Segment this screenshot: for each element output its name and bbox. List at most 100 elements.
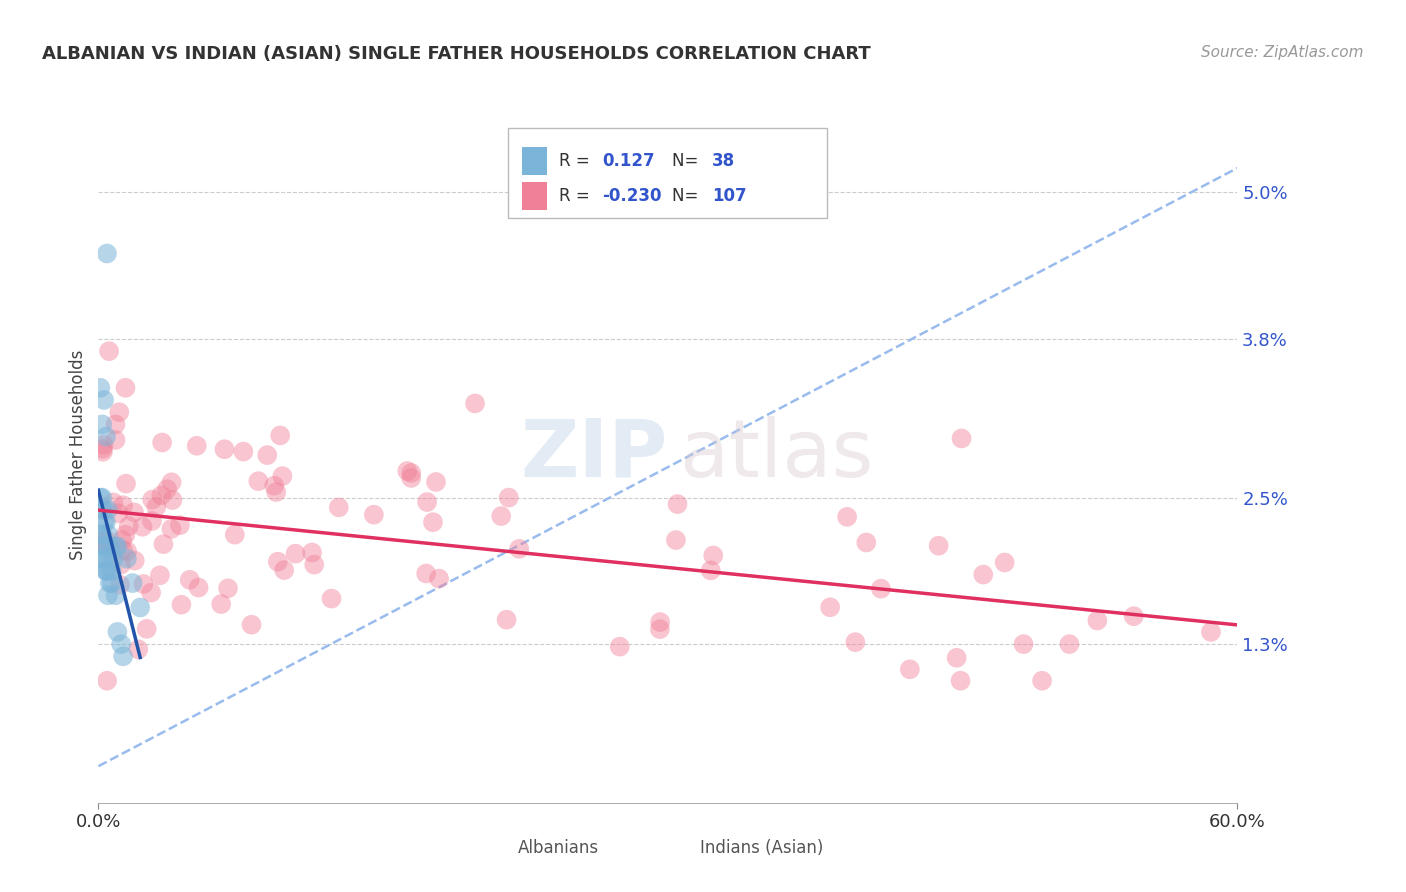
Point [93,515,115,529]
Point [269,428,291,442]
Point [124,554,146,568]
Point [111,533,134,547]
Point [96,533,118,548]
Point [464,396,486,410]
Point [91,417,114,432]
Point [415,566,437,581]
FancyBboxPatch shape [522,147,547,176]
Point [495,613,517,627]
Point [609,640,631,654]
Point [301,545,323,559]
Point [98,576,121,591]
Point [98,344,121,359]
Text: Source: ZipAtlas.com: Source: ZipAtlas.com [1201,45,1364,60]
Point [131,520,153,534]
Point [489,509,512,524]
Point [127,642,149,657]
Point [187,581,209,595]
Point [149,568,172,582]
Point [107,624,129,639]
Text: 38: 38 [713,153,735,170]
Point [152,537,174,551]
Point [91,527,114,541]
Point [972,567,994,582]
Point [950,432,973,446]
Point [217,582,239,596]
Point [141,514,163,528]
Text: 107: 107 [713,186,747,205]
Point [93,533,115,548]
Point [89,491,111,505]
Point [139,585,162,599]
Point [104,540,127,554]
Point [94,564,117,578]
Point [96,246,118,260]
Point [256,448,278,462]
Point [112,649,135,664]
Text: Albanians: Albanians [517,839,599,857]
Text: R =: R = [558,186,595,205]
Text: ZIP: ZIP [520,416,668,494]
Point [1031,673,1053,688]
Point [928,539,950,553]
Point [97,527,120,541]
Point [121,576,143,591]
Point [179,573,201,587]
Text: R =: R = [558,153,595,170]
Y-axis label: Single Father Households: Single Father Households [69,350,87,560]
Point [115,476,138,491]
Point [107,540,129,554]
Point [240,617,263,632]
Point [162,493,184,508]
Point [949,673,972,688]
Point [97,588,120,602]
FancyBboxPatch shape [485,839,510,865]
Point [87,533,110,548]
Point [93,438,115,452]
Point [94,540,117,554]
Point [93,551,115,566]
Point [104,417,127,432]
Point [97,503,120,517]
Point [100,541,122,555]
Point [114,528,136,542]
Point [422,515,444,529]
Point [1085,614,1108,628]
Point [156,482,179,496]
Point [214,442,236,457]
Point [425,475,447,489]
Point [118,519,141,533]
Point [209,597,232,611]
Text: N=: N= [672,186,704,205]
Point [114,381,136,395]
Text: atlas: atlas [679,416,873,494]
Point [104,588,127,602]
Text: Indians (Asian): Indians (Asian) [700,839,823,857]
Point [103,551,125,566]
Point [648,615,671,629]
Point [150,435,173,450]
Point [399,471,422,485]
Point [100,564,122,578]
Point [267,555,290,569]
Point [160,475,183,490]
FancyBboxPatch shape [522,182,547,210]
Point [91,444,114,458]
FancyBboxPatch shape [668,839,693,865]
Point [186,439,208,453]
Point [818,600,841,615]
Point [89,500,111,514]
Text: -0.230: -0.230 [602,186,661,205]
Point [1012,637,1035,651]
Point [170,598,193,612]
Point [115,544,138,558]
Point [98,540,121,554]
Point [855,535,877,549]
Point [112,498,135,512]
Point [169,518,191,533]
Text: 0.127: 0.127 [602,153,654,170]
Point [100,576,122,591]
Point [94,429,117,443]
Point [666,497,689,511]
Point [110,637,132,651]
